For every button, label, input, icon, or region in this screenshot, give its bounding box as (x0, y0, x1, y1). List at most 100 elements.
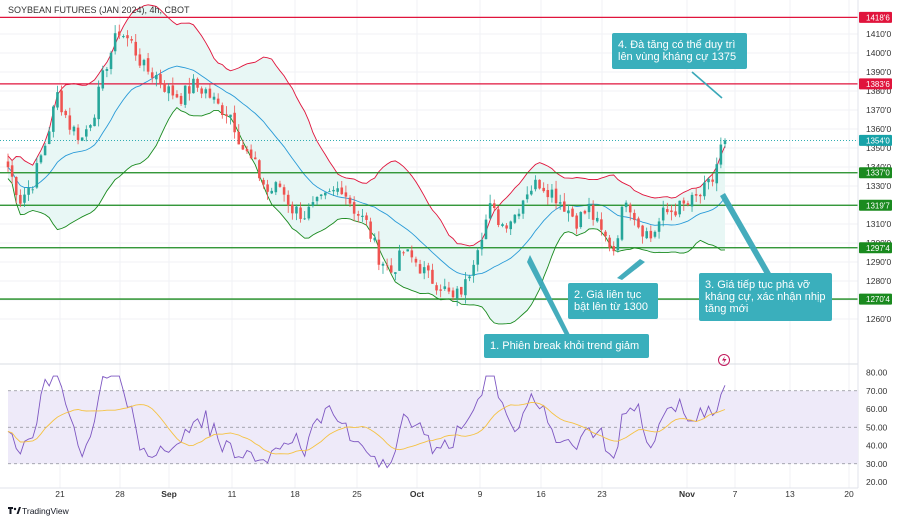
candle-body (690, 194, 694, 207)
price-tick-label: 1280'0 (866, 276, 892, 286)
candle-body (406, 249, 409, 252)
candle-body (274, 182, 278, 193)
rsi-tick-label: 40.00 (866, 441, 888, 451)
annotation-text: kháng cự, xác nhận nhịp (705, 291, 826, 303)
time-tick-label: 23 (597, 489, 607, 499)
time-tick-label: 28 (115, 489, 125, 499)
price-tick-label: 1380'0 (866, 86, 892, 96)
candle-body (155, 75, 158, 80)
candle-body (249, 149, 253, 159)
candle-body (188, 86, 191, 94)
price-tag (859, 78, 892, 90)
candle-body (117, 31, 121, 36)
candle-body (719, 144, 723, 165)
candle-body (80, 137, 84, 141)
candle-body (109, 52, 113, 70)
candle-body (509, 221, 513, 230)
price-tick-label: 1400'0 (866, 48, 892, 58)
price-tag (859, 293, 892, 305)
candle-body (6, 161, 10, 168)
candle-body (546, 190, 550, 198)
candle-body (492, 203, 496, 209)
candle-body (303, 218, 306, 220)
candle-body (414, 258, 418, 263)
candle-body (600, 219, 603, 230)
candle-body (410, 250, 414, 258)
candle-body (307, 206, 311, 219)
candle-body (315, 197, 319, 202)
time-tick-label: 13 (785, 489, 795, 499)
candle-body (340, 187, 344, 195)
candle-body (389, 265, 393, 273)
annotation-box (699, 273, 832, 321)
candle-body (336, 188, 339, 192)
candle-body (196, 78, 199, 88)
candle-body (530, 190, 533, 195)
candle-body (472, 264, 475, 276)
candle-body (258, 160, 261, 179)
candle-body (637, 218, 640, 228)
price-tick-label: 1350'0 (866, 143, 892, 153)
candle-body (422, 267, 426, 274)
annotation-box (612, 33, 747, 69)
candle-body (27, 187, 30, 195)
candle-body (262, 179, 265, 185)
support-resistance-levels (0, 16, 858, 300)
rsi-tick-label: 50.00 (866, 422, 888, 432)
price-tags: 1418'6 1383'6 1337'0 1319'7 1297'4 1270'4 1354… (859, 11, 892, 305)
candle-body (270, 190, 274, 194)
candle-body (612, 246, 616, 252)
candle-body (171, 85, 175, 96)
rsi-ma-line (7, 401, 726, 455)
candle-body (56, 92, 59, 108)
time-tick-label: Nov (679, 489, 695, 499)
lightning-icon[interactable] (718, 354, 730, 366)
candle-body (14, 176, 18, 196)
rsi-tick-label: 60.00 (866, 404, 888, 414)
arrow-2 (617, 259, 645, 280)
price-tick-label: 1330'0 (866, 181, 892, 191)
candle-body (253, 157, 257, 160)
candle-body (373, 237, 377, 241)
rsi-pane: 80.00 70.00 60.00 50.00 40.00 30.00 20.00 (7, 368, 888, 487)
band-upper (7, 4, 726, 247)
price-tag (859, 134, 892, 146)
annotations[interactable]: 1. Phiên break khỏi trend giảm 2. Giá liê… (484, 33, 832, 358)
candle-body (130, 39, 133, 41)
candle-body (237, 131, 241, 145)
annotation-box (568, 283, 658, 319)
price-tick-label: 1390'0 (866, 67, 892, 77)
candle-body (146, 58, 150, 72)
candle-body (324, 192, 327, 196)
candle-body (694, 194, 698, 196)
annotation-text: bật lên từ 1300 (574, 301, 648, 313)
tradingview-logo[interactable]: TradingView (8, 506, 70, 516)
candle-body (266, 184, 269, 192)
candle-body (571, 208, 574, 217)
price-tag-label: 1354'0 (866, 136, 890, 145)
candle-body (179, 95, 183, 104)
annotation-text: 1. Phiên break khỏi trend giảm (490, 340, 639, 352)
candle-body (159, 74, 162, 84)
candle-body (661, 207, 665, 221)
candle-body (427, 265, 430, 271)
price-tick-label: 1410'0 (866, 29, 892, 39)
time-tick-label: 18 (290, 489, 300, 499)
price-tag-label: 1297'4 (866, 244, 890, 253)
candle-body (670, 210, 673, 213)
candle-body (579, 212, 583, 228)
candle-body (451, 290, 455, 298)
candle-body (225, 114, 228, 117)
time-tick-label: 25 (352, 489, 362, 499)
candle-body (649, 230, 653, 239)
arrow-1 (527, 255, 570, 337)
candle-body (89, 125, 92, 128)
rsi-tick-label: 20.00 (866, 477, 888, 487)
rsi-tick-label: 70.00 (866, 386, 888, 396)
candle-body (10, 165, 14, 177)
candle-body (200, 88, 203, 94)
time-tick-label: 20 (844, 489, 854, 499)
candle-body (295, 206, 298, 214)
price-tick-label: 1360'0 (866, 124, 892, 134)
